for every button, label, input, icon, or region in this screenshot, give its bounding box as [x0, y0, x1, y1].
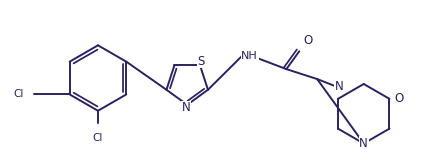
Text: O: O: [303, 34, 312, 47]
Text: Cl: Cl: [13, 89, 24, 99]
Text: Cl: Cl: [93, 133, 103, 143]
Text: N: N: [360, 137, 368, 150]
Text: O: O: [394, 92, 404, 105]
Text: S: S: [197, 55, 205, 68]
Text: NH: NH: [241, 51, 258, 61]
Text: N: N: [334, 81, 343, 93]
Text: N: N: [182, 101, 190, 114]
